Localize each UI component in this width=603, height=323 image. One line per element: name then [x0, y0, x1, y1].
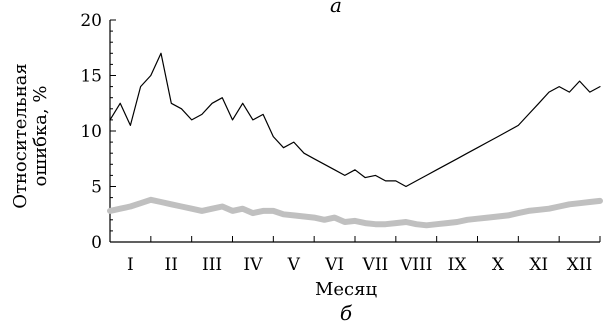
panel-label-bottom: б [340, 301, 353, 323]
month-tick-label: X [492, 255, 505, 275]
month-tick-label: IV [243, 255, 263, 275]
month-tick-label: VII [362, 255, 389, 275]
panel-label-top: а [330, 0, 342, 17]
month-tick-label: I [127, 255, 134, 275]
y-axis: 0 5 10 15 20 [80, 11, 116, 253]
month-tick-label: XI [529, 255, 548, 275]
month-tick-label: IX [448, 255, 468, 275]
y-tick-label: 10 [80, 122, 102, 142]
y-tick-label: 15 [80, 67, 102, 87]
month-tick-label: V [287, 255, 301, 275]
month-tick-label: VIII [399, 255, 432, 275]
y-tick-label: 0 [91, 233, 102, 253]
month-tick-label: XII [567, 255, 593, 275]
series-line-gray [107, 196, 603, 229]
ylabel-line-2: ошибка, % [30, 86, 51, 187]
x-axis: I II III IV V VI VII VIII IX X XI XII [109, 236, 601, 275]
y-tick-label: 5 [91, 178, 102, 198]
month-tick-label: III [202, 255, 222, 275]
y-axis-title: Относительная ошибка, % [10, 63, 51, 209]
month-tick-label: II [165, 255, 178, 275]
ylabel-line-1: Относительная [10, 63, 31, 209]
y-tick-label: 20 [80, 11, 102, 31]
month-tick-label: VI [324, 255, 344, 275]
plot-area [107, 52, 603, 229]
series-line-black [109, 52, 601, 188]
x-axis-title: Месяц [315, 279, 378, 300]
